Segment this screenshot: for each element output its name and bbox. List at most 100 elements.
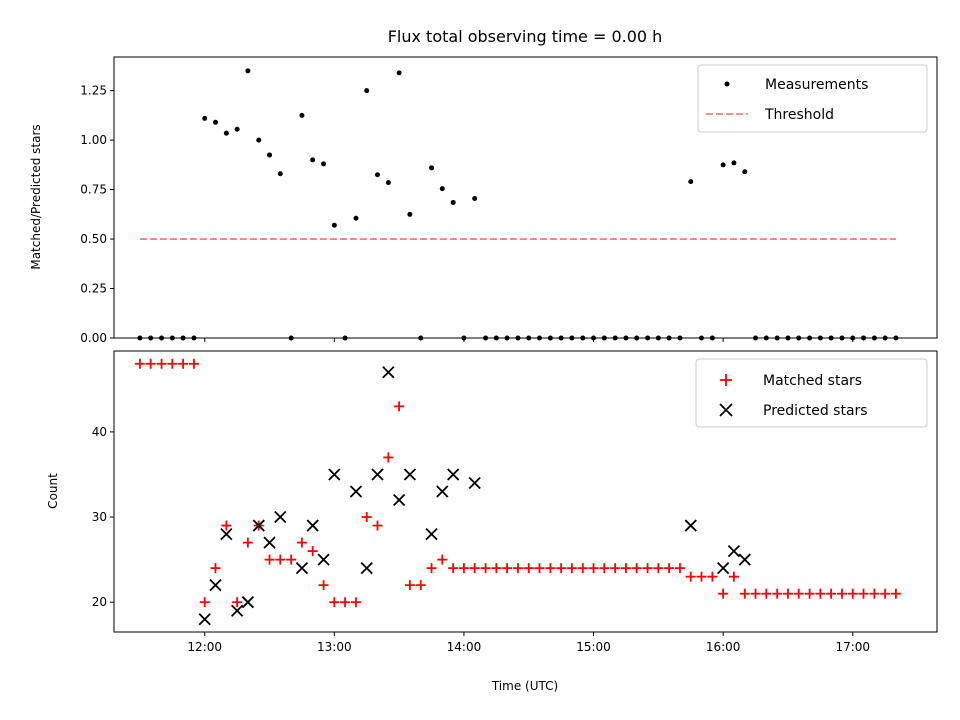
measurements-point	[364, 88, 370, 94]
matched-legend-label: Matched stars	[763, 373, 862, 389]
top-y-tick-label: 0.00	[80, 331, 107, 345]
measurements-point	[331, 222, 337, 228]
predicted-stars-point	[230, 604, 244, 617]
matched-stars-point	[836, 588, 847, 599]
matched-stars-point	[145, 358, 156, 369]
measurements-point	[267, 152, 273, 158]
predicted-stars-point	[306, 519, 319, 532]
top-legend: Measurements Threshold	[697, 64, 928, 133]
measurements-point	[310, 157, 316, 163]
matched-stars-point	[491, 563, 502, 574]
matched-stars-point	[426, 563, 437, 574]
matched-stars-point	[394, 401, 405, 412]
bottom-legend-frame	[695, 358, 928, 428]
predicted-stars-point	[382, 366, 395, 379]
predicted-stars-point	[198, 613, 211, 626]
predicted-stars-point	[436, 485, 449, 498]
bottom-y-tick-label: 20	[92, 595, 107, 609]
bottom-panel: 20 30 40 12:00 13:00 14:00 15:00 16:00 17:00 Cou…	[46, 350, 938, 693]
matched-stars-point	[793, 588, 804, 599]
matched-stars-point	[847, 588, 858, 599]
predicted-stars-point	[425, 527, 438, 541]
measurements-point	[374, 172, 380, 178]
measurements-point	[742, 169, 748, 175]
matched-stars-point	[199, 597, 210, 608]
measurements-point	[353, 215, 359, 221]
matched-stars-point	[566, 563, 577, 574]
matched-stars-point	[815, 588, 826, 599]
matched-stars-point	[296, 537, 307, 548]
matched-stars-point	[458, 563, 469, 574]
bottom-y-axis-label: Count	[46, 473, 60, 509]
matched-stars-point	[404, 580, 415, 591]
top-panel: 0.00 0.25 0.50 0.75 1.00 1.25 Matched/Predict…	[29, 56, 938, 345]
measurements-legend-label: Measurements	[765, 77, 868, 93]
matched-stars-point	[610, 563, 621, 574]
matched-stars-point	[469, 563, 480, 574]
predicted-stars-point	[717, 561, 730, 575]
matched-stars-point	[221, 520, 232, 531]
matched-stars-point	[448, 563, 459, 574]
matched-stars-point	[275, 554, 286, 565]
measurements-point	[385, 180, 391, 186]
measurements-point	[407, 211, 413, 217]
matched-stars-point	[156, 358, 167, 369]
top-axes-frame	[113, 56, 938, 339]
x-tick-label: 13:00	[317, 640, 352, 654]
measurements-point	[472, 195, 478, 201]
matched-stars-point	[188, 358, 199, 369]
matched-stars-point	[167, 358, 178, 369]
x-tick-label: 14:00	[447, 640, 482, 654]
predicted-stars-point	[468, 476, 481, 490]
measurements-point	[256, 137, 262, 143]
top-y-tick-label: 0.75	[80, 183, 107, 197]
matched-stars-point	[728, 571, 739, 582]
matched-stars-point	[674, 563, 685, 574]
measurements-point	[439, 186, 445, 192]
matched-stars-point	[620, 563, 631, 574]
predicted-stars-point	[738, 553, 751, 566]
top-y-tick-label: 0.50	[80, 232, 107, 246]
bottom-y-tick-label: 40	[92, 425, 107, 439]
measurements-point	[720, 162, 726, 168]
matched-stars-point	[372, 520, 383, 531]
measurements-point	[429, 165, 435, 171]
matched-stars-point	[534, 563, 545, 574]
matched-stars-point	[858, 588, 869, 599]
top-y-tick-label: 0.25	[80, 282, 107, 296]
predicted-stars-point	[392, 493, 406, 507]
measurements-point	[202, 115, 208, 121]
measurements-point	[223, 130, 229, 136]
predicted-stars-point	[328, 468, 341, 481]
matched-stars-point	[480, 563, 491, 574]
matched-stars-point	[286, 554, 297, 565]
matched-stars-point	[707, 571, 718, 582]
matched-stars-point	[631, 563, 642, 574]
matched-stars-point	[653, 563, 664, 574]
measurements-point	[234, 126, 240, 132]
predicted-stars-point	[209, 579, 222, 592]
bottom-y-tick-label: 30	[92, 510, 107, 524]
matched-stars-point	[545, 563, 556, 574]
x-tick-label: 12:00	[187, 640, 222, 654]
predicted-stars-point	[241, 596, 255, 609]
matched-stars-point	[599, 563, 610, 574]
matched-stars-point	[577, 563, 588, 574]
measurements-point	[245, 68, 251, 74]
threshold-legend-label: Threshold	[764, 107, 834, 123]
predicted-stars-point	[360, 561, 373, 575]
matched-stars-point	[242, 537, 253, 548]
matched-stars-point	[415, 580, 426, 591]
matched-stars-point	[512, 563, 523, 574]
matched-stars-point	[761, 588, 772, 599]
chart-title: Flux total observing time = 0.00 h	[388, 27, 663, 46]
measurements-point	[688, 179, 694, 185]
matched-stars-point	[782, 588, 793, 599]
matched-stars-point	[178, 358, 189, 369]
matched-stars-point	[307, 546, 318, 557]
matched-legend-marker	[720, 374, 732, 386]
predicted-stars-point	[317, 553, 330, 566]
measurements-point	[396, 70, 402, 76]
matched-stars-point	[329, 597, 340, 608]
